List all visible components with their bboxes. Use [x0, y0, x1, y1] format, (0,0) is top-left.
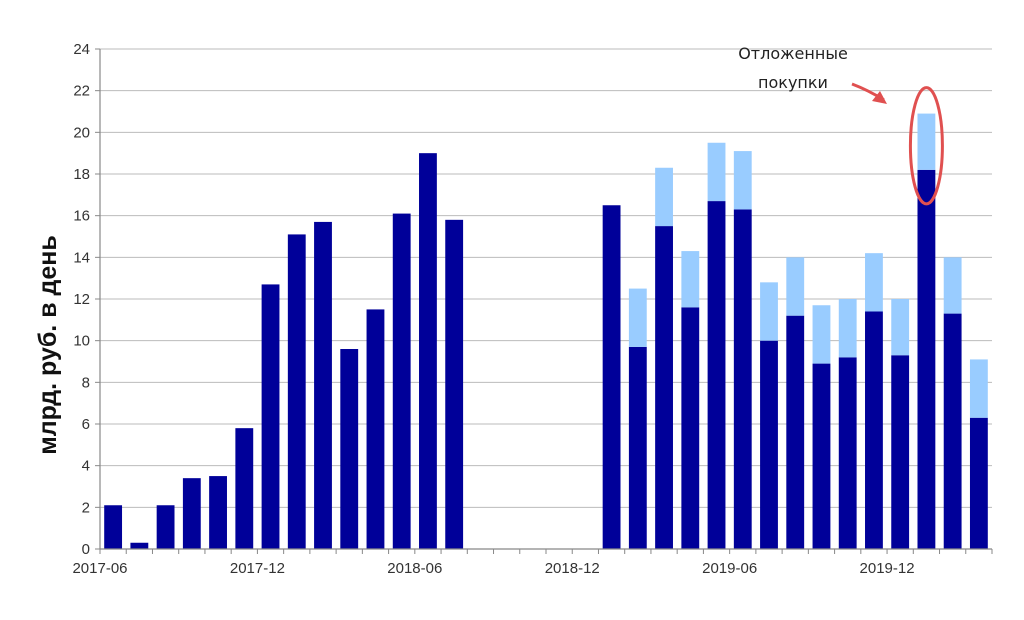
- bar-base-2019-01: [602, 205, 621, 549]
- bar-base-2017-09: [182, 478, 201, 549]
- y-tick-label: 18: [73, 166, 90, 183]
- bar-top-2019-12: [891, 299, 910, 356]
- bar-base-2017-11: [235, 428, 254, 549]
- y-tick-label: 2: [82, 499, 90, 516]
- bar-base-2017-06: [104, 505, 123, 549]
- bar-top-2019-07: [760, 282, 778, 341]
- y-tick-label: 16: [73, 208, 90, 225]
- bar-base-2019-06: [733, 209, 752, 549]
- y-tick-label: 22: [73, 83, 90, 100]
- bar-base-2018-03: [340, 349, 359, 549]
- y-tick-label: 24: [73, 41, 90, 58]
- bar-base-2017-08: [156, 505, 175, 549]
- bar-top-2019-03: [655, 167, 673, 227]
- bar-top-2019-05: [707, 142, 726, 202]
- bar-base-2020-01: [917, 169, 936, 550]
- bar-top-2019-09: [812, 305, 831, 364]
- annotation-postponed-purchases: Отложенные покупки: [738, 44, 944, 206]
- bars-group: [104, 113, 988, 550]
- x-tick-label: 2017-12: [230, 560, 285, 577]
- y-tick-label: 4: [82, 458, 90, 475]
- bar-top-2020-03: [969, 359, 988, 418]
- bar-base-2020-02: [943, 313, 962, 549]
- x-tick-labels: 2017-06 2017-12 2018-06 2018-12 2019-06 2019-…: [72, 549, 993, 577]
- x-tick-label: 2017-06: [72, 560, 127, 577]
- bar-base-2019-12: [891, 355, 910, 549]
- y-tick-label: 6: [82, 416, 90, 433]
- bar-base-2019-03: [655, 226, 673, 550]
- bar-base-2019-05: [707, 201, 726, 550]
- gridlines: [95, 48, 992, 550]
- x-tick-label: 2019-12: [860, 560, 915, 577]
- x-tick-label: 2018-06: [387, 560, 442, 577]
- bar-base-2017-12: [261, 284, 280, 549]
- bar-top-2019-11: [865, 253, 883, 312]
- annotation-arrowhead-icon: [872, 91, 887, 104]
- bar-top-2020-01: [917, 113, 936, 170]
- bar-top-2019-06: [733, 151, 752, 210]
- bar-base-2019-09: [812, 363, 831, 549]
- x-tick-label: 2019-06: [702, 560, 757, 577]
- bar-top-2020-02: [943, 257, 962, 314]
- bar-base-2018-04: [366, 309, 385, 549]
- bar-base-2019-10: [838, 357, 857, 549]
- bar-base-2018-07: [445, 219, 464, 550]
- bar-base-2019-07: [760, 340, 778, 549]
- bar-base-2020-03: [969, 417, 988, 549]
- annotation-line-1: Отложенные: [738, 44, 848, 63]
- y-tick-label: 10: [73, 333, 90, 350]
- bar-top-2019-02: [628, 288, 647, 347]
- bar-base-2019-04: [681, 307, 700, 549]
- bar-base-2017-10: [209, 476, 227, 549]
- y-tick-label: 12: [73, 291, 90, 308]
- y-axis-label: млрд. руб. в день: [34, 235, 62, 455]
- y-tick-label: 20: [73, 124, 90, 141]
- bar-top-2019-10: [838, 299, 857, 358]
- bar-base-2019-02: [628, 346, 647, 549]
- bar-top-2019-08: [786, 257, 805, 316]
- bar-top-2019-04: [681, 251, 700, 308]
- bar-base-2019-11: [865, 311, 883, 549]
- bar-base-2018-06: [419, 153, 437, 549]
- y-tick-label: 14: [73, 249, 90, 266]
- annotation-line-2: покупки: [758, 73, 828, 92]
- y-tick-label: 0: [82, 541, 90, 558]
- bar-base-2018-05: [392, 213, 411, 550]
- bar-base-2018-01: [287, 234, 306, 549]
- x-tick-label: 2018-12: [545, 560, 600, 577]
- bar-base-2017-07: [130, 542, 149, 549]
- bar-base-2018-02: [314, 221, 332, 549]
- highlight-ellipse: [908, 86, 944, 206]
- y-tick-label: 8: [82, 374, 90, 391]
- bar-base-2019-08: [786, 315, 805, 549]
